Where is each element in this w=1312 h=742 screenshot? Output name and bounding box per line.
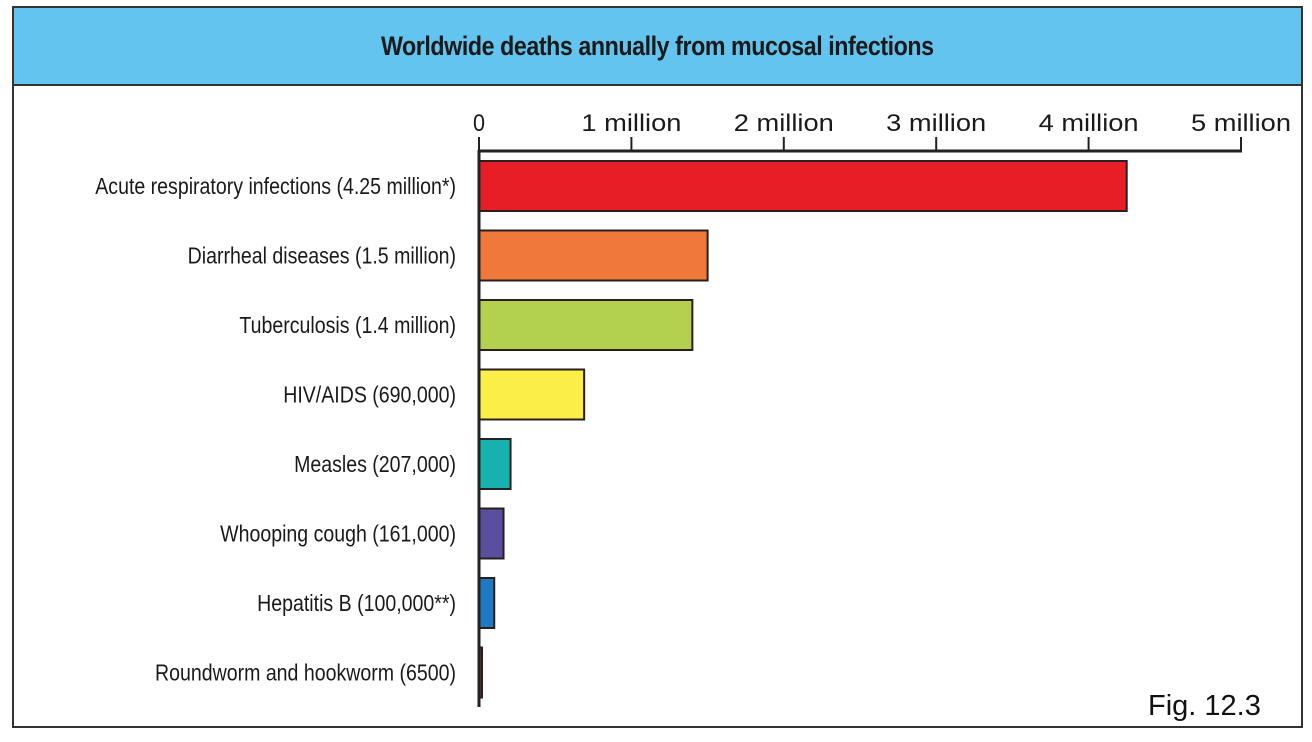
bar bbox=[478, 368, 586, 421]
bar bbox=[478, 507, 505, 560]
bar bbox=[478, 577, 496, 629]
figure-label: Fig. 12.3 bbox=[1148, 690, 1261, 722]
category-label: HIV/AIDS (690,000) bbox=[283, 382, 456, 408]
category-label: Measles (207,000) bbox=[294, 451, 456, 477]
x-tick-label: 0 bbox=[473, 110, 485, 137]
category-label: Tuberculosis (1.4 million) bbox=[239, 312, 456, 338]
category-label: Diarrheal diseases (1.5 million) bbox=[188, 243, 456, 269]
category-label: Hepatitis B (100,000**) bbox=[257, 590, 456, 616]
bar bbox=[478, 229, 709, 282]
chart-frame: Worldwide deaths annually from mucosal i… bbox=[12, 6, 1303, 728]
x-tick-label: 2 million bbox=[734, 110, 834, 137]
bar bbox=[478, 160, 1128, 212]
x-tick-label: 5 million bbox=[1191, 110, 1291, 137]
x-tick-label: 1 million bbox=[581, 110, 681, 137]
category-label: Roundworm and hookworm (6500) bbox=[155, 660, 456, 686]
bar bbox=[478, 299, 694, 351]
category-label: Acute respiratory infections (4.25 milli… bbox=[95, 173, 456, 199]
category-label: Whooping cough (161,000) bbox=[220, 521, 456, 547]
title-banner: Worldwide deaths annually from mucosal i… bbox=[14, 8, 1301, 86]
chart-title: Worldwide deaths annually from mucosal i… bbox=[381, 30, 934, 61]
x-tick-label: 3 million bbox=[886, 110, 986, 137]
x-tick-label: 4 million bbox=[1039, 110, 1139, 137]
bar bbox=[478, 438, 512, 490]
